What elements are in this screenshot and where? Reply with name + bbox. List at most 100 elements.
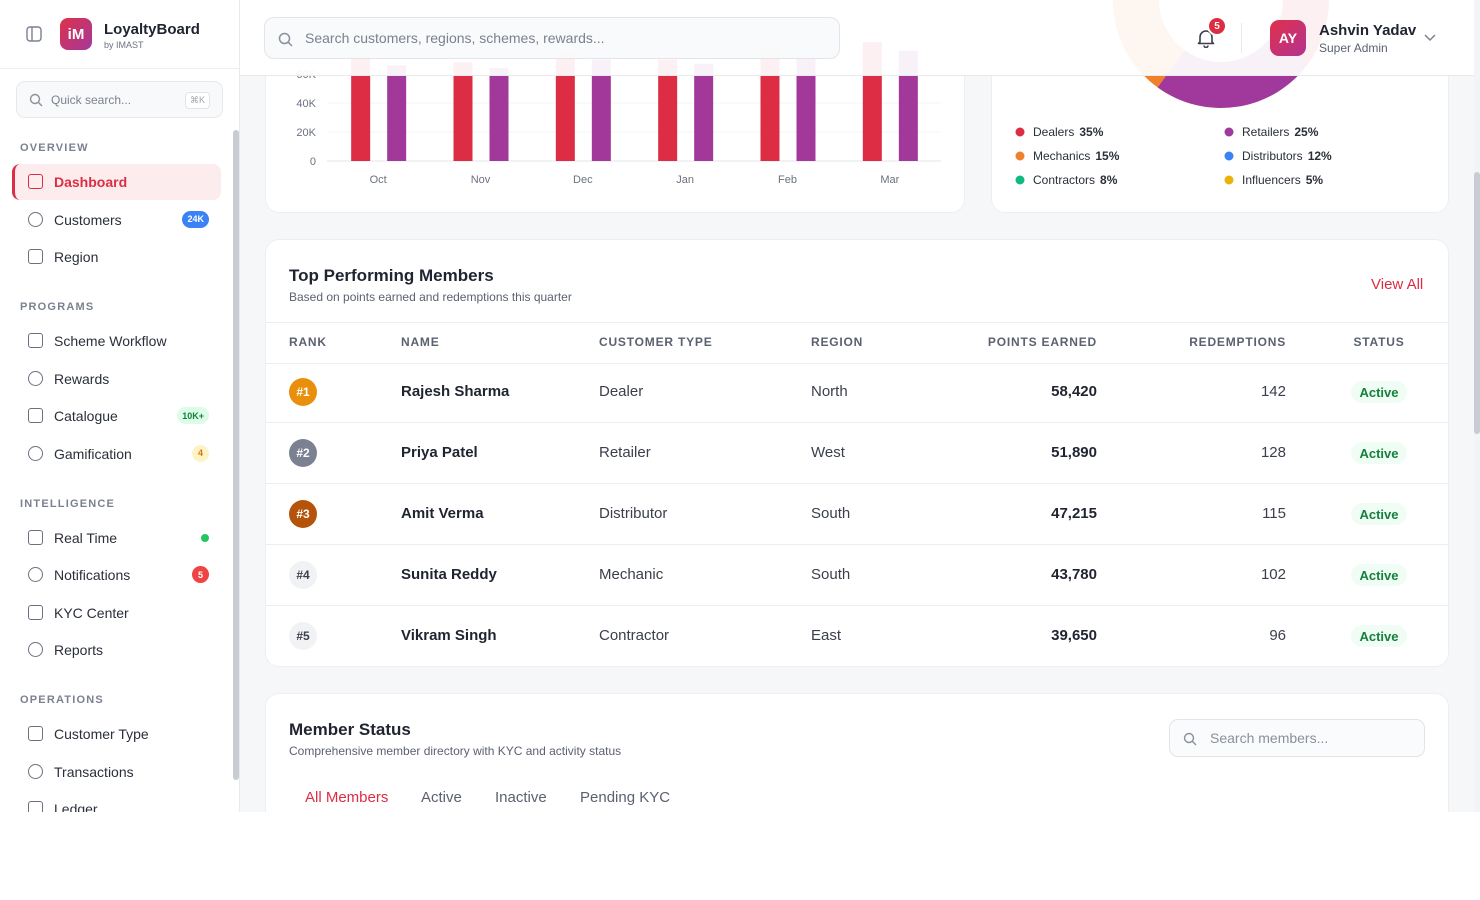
- nav-item[interactable]: KYC Center: [12, 595, 221, 631]
- status-pill: Active: [1351, 381, 1407, 403]
- nav-label: Gamification: [54, 445, 132, 462]
- status-pill: Active: [1351, 503, 1407, 525]
- legend-entry: Influencers 5%: [1242, 173, 1323, 187]
- legend-value: 25%: [1294, 125, 1318, 139]
- user-role: Super Admin: [1319, 41, 1388, 55]
- legend-dot: [1015, 127, 1025, 137]
- brand-sub: by IMAST: [104, 40, 144, 50]
- table-cell: Contractor: [599, 627, 670, 644]
- x-tick-label: Oct: [370, 174, 387, 186]
- x-tick-label: Mar: [880, 174, 899, 186]
- avatar[interactable]: AY: [1270, 20, 1306, 56]
- section-title: Member Status: [289, 720, 411, 739]
- header: Search customers, regions, schemes, rewa…: [240, 0, 1474, 76]
- sidebar: iM LoyaltyBoard by IMAST Quick search...…: [0, 0, 240, 812]
- bar: [658, 59, 678, 161]
- table-cell: 115: [1262, 505, 1286, 522]
- nav-item[interactable]: Catalogue 10K+: [12, 398, 221, 434]
- y-tick-label: 40K: [296, 98, 316, 110]
- global-search-placeholder: Search customers, regions, schemes, rewa…: [305, 30, 605, 46]
- tab[interactable]: Pending KYC: [580, 789, 671, 806]
- nav-item[interactable]: Customer Type: [12, 716, 221, 752]
- nav-item[interactable]: Rewards: [12, 361, 221, 397]
- status-pill: Active: [1351, 564, 1407, 586]
- nav-item[interactable]: Scheme Workflow: [12, 323, 221, 359]
- view-all-link[interactable]: View All: [1371, 276, 1424, 293]
- nav-item[interactable]: Dashboard: [12, 164, 221, 200]
- nav-label: Ledger: [54, 801, 98, 812]
- bar: [694, 63, 714, 161]
- column-header: POINTS EARNED: [987, 335, 1097, 349]
- table-cell: Sunita Reddy: [401, 566, 497, 583]
- nav-badge: 5: [192, 566, 209, 583]
- nav-item[interactable]: Gamification 4: [12, 436, 221, 472]
- member-search-placeholder: Search members...: [1210, 730, 1329, 746]
- table-cell: Vikram Singh: [401, 627, 497, 644]
- sidebar-toggle[interactable]: [26, 26, 42, 42]
- legend-entry: Contractors 8%: [1033, 173, 1118, 187]
- column-header: REDEMPTIONS: [1189, 335, 1286, 349]
- bar: [555, 52, 575, 161]
- nav-item[interactable]: Customers 24K: [12, 202, 221, 238]
- status-pill: Active: [1351, 625, 1407, 647]
- search-icon: [278, 32, 293, 47]
- nav-item[interactable]: Region: [12, 239, 221, 275]
- row-divider: [266, 544, 1448, 545]
- nav-label: Dashboard: [54, 174, 128, 190]
- table-cell: 39,650: [1051, 627, 1097, 644]
- column-header: RANK: [289, 335, 327, 349]
- nav-icon: [28, 801, 43, 812]
- nav-label: Region: [54, 249, 99, 265]
- bar: [591, 59, 611, 161]
- column-header: CUSTOMER TYPE: [599, 335, 713, 349]
- legend-entry: Dealers 35%: [1033, 125, 1104, 139]
- tab[interactable]: Active: [421, 789, 462, 806]
- nav-item[interactable]: Reports: [12, 632, 221, 668]
- x-tick-label: Nov: [471, 174, 491, 186]
- quick-search[interactable]: Quick search... ⌘K: [16, 81, 223, 118]
- nav-item[interactable]: Ledger: [12, 791, 221, 812]
- sidebar-scrollbar[interactable]: [233, 130, 239, 780]
- nav-badge: 24K: [182, 210, 209, 228]
- tab[interactable]: All Members: [305, 789, 389, 806]
- legend-value: 12%: [1308, 149, 1332, 163]
- user-name: Ashvin Yadav: [1319, 22, 1417, 39]
- bar: [760, 47, 780, 161]
- bar: [387, 65, 407, 161]
- table-cell: 43,780: [1051, 566, 1097, 583]
- nav-label: Scheme Workflow: [54, 333, 167, 349]
- legend-entry: Retailers 25%: [1242, 125, 1319, 139]
- nav-icon: [28, 567, 43, 582]
- table-cell: South: [811, 505, 851, 522]
- search-icon: [1183, 732, 1197, 746]
- nav-item[interactable]: Notifications 5: [12, 557, 221, 593]
- legend-entry: Distributors 12%: [1242, 149, 1332, 163]
- x-tick-label: Feb: [778, 174, 797, 186]
- table-cell: Amit Verma: [401, 505, 484, 522]
- legend-value: 5%: [1306, 173, 1324, 187]
- member-search[interactable]: Search members...: [1169, 719, 1425, 757]
- tab[interactable]: Inactive: [495, 789, 547, 806]
- global-search[interactable]: Search customers, regions, schemes, rewa…: [264, 17, 840, 59]
- nav-section-title: INTELLIGENCE: [20, 497, 116, 510]
- scrollbar-thumb[interactable]: [1474, 172, 1480, 434]
- section-title: Top Performing Members: [289, 266, 494, 285]
- table-cell: 51,890: [1051, 444, 1097, 461]
- nav-badge: 10K+: [177, 407, 209, 424]
- divider: [0, 68, 239, 69]
- table-cell: Mechanic: [599, 566, 664, 583]
- legend-dot: [1015, 175, 1025, 185]
- nav-item[interactable]: Transactions: [12, 754, 221, 790]
- nav-badge: 4: [192, 444, 209, 462]
- divider: [266, 322, 1448, 323]
- nav-item[interactable]: Real Time: [12, 520, 221, 556]
- logo: iM: [60, 18, 92, 50]
- table-cell: Distributor: [599, 505, 668, 522]
- nav-icon: [28, 445, 43, 461]
- table-cell: North: [811, 383, 848, 400]
- nav-section-title: OPERATIONS: [20, 694, 104, 706]
- rank-badge: #1: [289, 378, 317, 406]
- table-cell: West: [811, 444, 845, 461]
- chevron-down[interactable]: [1424, 33, 1436, 43]
